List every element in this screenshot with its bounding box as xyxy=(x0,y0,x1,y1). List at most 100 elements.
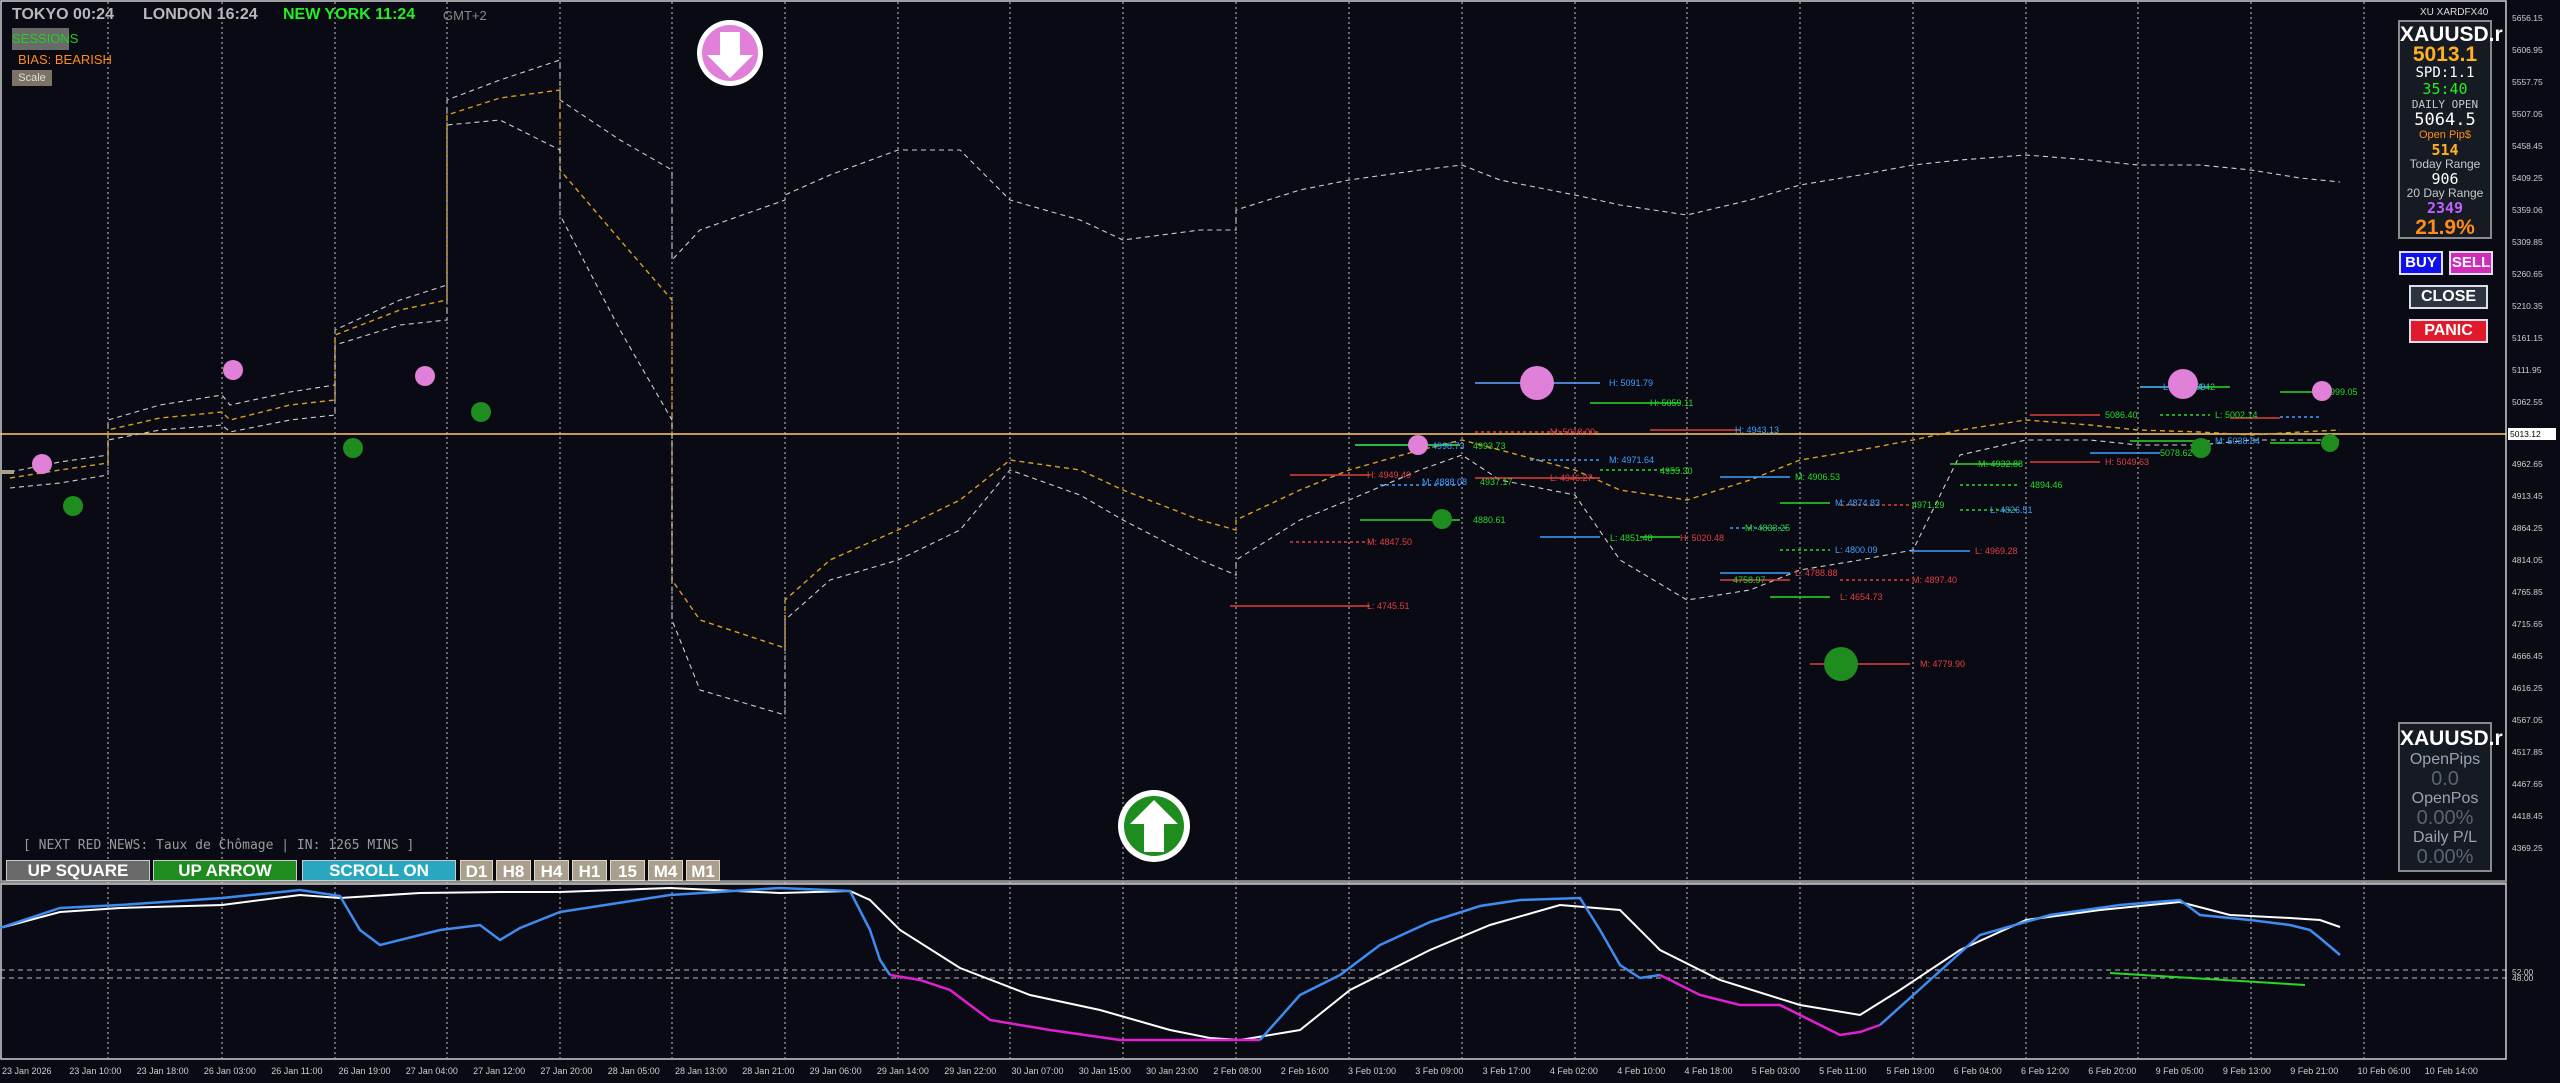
time-axis-label: 27 Jan 20:00 xyxy=(540,1066,592,1076)
tf-m4-button[interactable]: M4 xyxy=(648,860,683,881)
time-axis-label: 10 Feb 06:00 xyxy=(2358,1066,2411,1076)
time-axis-label: 26 Jan 11:00 xyxy=(271,1066,322,1076)
panel-symbol: XAUUSD.r xyxy=(2400,23,2503,46)
time-axis-label: 30 Jan 07:00 xyxy=(1012,1066,1064,1076)
price-axis-label: 4666.45 xyxy=(2512,651,2543,661)
lower-band xyxy=(9,119,2340,716)
time-axis-label: 27 Jan 12:00 xyxy=(473,1066,525,1076)
today-range-label: Today Range xyxy=(2409,157,2481,171)
up-arrow-glyph xyxy=(1130,800,1178,852)
time-axis-label: 26 Jan 03:00 xyxy=(204,1066,256,1076)
daily-pl-title: Daily P/L xyxy=(2412,829,2478,846)
price-axis-label: 4517.85 xyxy=(2512,747,2543,757)
panel-price: 5013.1 xyxy=(2412,43,2478,66)
price-axis-label: 4814.05 xyxy=(2512,555,2543,565)
time-axis-label: 23 Jan 18:00 xyxy=(137,1066,189,1076)
bullish-signal-dot xyxy=(63,496,83,516)
time-axis-label: 4 Feb 02:00 xyxy=(1550,1066,1598,1076)
time-axis-label: 3 Feb 01:00 xyxy=(1348,1066,1396,1076)
sell-button[interactable]: SELL xyxy=(2449,251,2493,275)
tf-h1-button[interactable]: H1 xyxy=(572,860,607,881)
scroll-on-button[interactable]: SCROLL ON xyxy=(302,860,456,881)
range20-value: 2349 xyxy=(2426,199,2464,217)
level-label: 4894.46 xyxy=(2030,480,2063,490)
tf-d1-button[interactable]: D1 xyxy=(460,860,493,881)
level-label: H: 4949.49 xyxy=(1367,470,1411,480)
level-label: L: 4969.28 xyxy=(1975,546,2018,556)
level-label: 4758.97 xyxy=(1733,575,1766,585)
level-label: 4955.30 xyxy=(1660,466,1693,476)
scale-button[interactable]: Scale xyxy=(12,70,52,86)
level-label: L: 4946.27 xyxy=(1550,473,1593,483)
time-axis-label: 10 Feb 14:00 xyxy=(2425,1066,2478,1076)
time-axis-label: 6 Feb 04:00 xyxy=(1954,1066,2002,1076)
time-axis-label: 3 Feb 17:00 xyxy=(1483,1066,1531,1076)
time-axis-label: 29 Jan 14:00 xyxy=(877,1066,929,1076)
open-pips-label: Open Pip$ xyxy=(2419,129,2471,141)
time-axis-label: 9 Feb 21:00 xyxy=(2290,1066,2338,1076)
bearish-signal-dot xyxy=(223,360,243,380)
time-axis-label: 29 Jan 06:00 xyxy=(810,1066,862,1076)
price-axis-label: 5507.05 xyxy=(2512,109,2543,119)
tf-m15-button[interactable]: 15 xyxy=(610,860,645,881)
tokyo-session-label: TOKYO 00:24 xyxy=(12,6,114,23)
current-price-label: 5013.12 xyxy=(2510,429,2541,439)
gmt-offset-label: GMT+2 xyxy=(443,8,487,23)
start-marker xyxy=(0,470,14,474)
current-price-tag xyxy=(2508,428,2556,440)
price-axis-label: 4864.25 xyxy=(2512,523,2543,533)
price-axis-label: 4962.65 xyxy=(2512,459,2543,469)
buy-button[interactable]: BUY xyxy=(2399,251,2443,275)
price-axis-label: 5606.95 xyxy=(2512,45,2543,55)
price-axis-label: 5458.45 xyxy=(2512,141,2543,151)
time-axis-label: 30 Jan 23:00 xyxy=(1146,1066,1198,1076)
level-label: M: 4906.53 xyxy=(1795,472,1840,482)
price-axis-label: 5309.85 xyxy=(2512,237,2543,247)
range20-label: 20 Day Range xyxy=(2406,186,2484,200)
bullish-signal-dot xyxy=(2321,434,2339,452)
price-axis-label: 5656.15 xyxy=(2512,13,2543,23)
tf-h4-button[interactable]: H4 xyxy=(534,860,569,881)
down-arrow-icon xyxy=(697,20,763,86)
level-label: M: 4847.50 xyxy=(1367,537,1412,547)
upper-band xyxy=(9,59,2341,473)
level-label: L: 5002.14 xyxy=(2215,410,2258,420)
range-percent: 21.9% xyxy=(2415,216,2475,239)
price-axis-label: 4567.05 xyxy=(2512,715,2543,725)
up-arrow-button[interactable]: UP ARROW xyxy=(153,860,297,881)
price-axis-label: 4616.25 xyxy=(2512,683,2543,693)
time-axis-label: 9 Feb 13:00 xyxy=(2223,1066,2271,1076)
daily-open-value: 5064.5 xyxy=(2414,110,2476,130)
level-label: M: 4971.64 xyxy=(1609,455,1654,465)
time-axis-label: 5 Feb 19:00 xyxy=(1886,1066,1934,1076)
open-pos-amount: 0.00% xyxy=(2416,807,2474,829)
sessions-button[interactable]: SESSIONS xyxy=(12,28,78,50)
time-axis-label: 28 Jan 21:00 xyxy=(742,1066,794,1076)
level-label: L: 4654.73 xyxy=(1840,592,1883,602)
price-axis-label: 4765.85 xyxy=(2512,587,2543,597)
level-label: H: 4943.13 xyxy=(1735,425,1779,435)
panel-spread: SPD:1.1 xyxy=(2415,65,2475,81)
bullish-signal-dot xyxy=(471,402,491,422)
price-axis-label: 5062.55 xyxy=(2512,397,2543,407)
tf-m1-button[interactable]: M1 xyxy=(686,860,720,881)
close-button[interactable]: CLOSE xyxy=(2409,285,2488,309)
time-axis-label: 3 Feb 09:00 xyxy=(1415,1066,1463,1076)
level-label: M: 4888.08 xyxy=(1422,477,1467,487)
daily-open-label: DAILY OPEN xyxy=(2411,98,2479,111)
level-label: M: 4932.88 xyxy=(1978,459,2023,469)
newyork-session-label: NEW YORK 11:24 xyxy=(283,6,416,23)
level-label: L: 4800.09 xyxy=(1835,545,1878,555)
news-line: [ NEXT RED NEWS: Taux de Chômage | IN: 1… xyxy=(23,838,415,853)
level-label: H: 5049.63 xyxy=(2105,457,2149,467)
time-axis-label: 4 Feb 10:00 xyxy=(1617,1066,1665,1076)
up-square-button[interactable]: UP SQUARE xyxy=(6,860,150,881)
bearish-signal-dot xyxy=(2312,381,2332,401)
oscillator-main-line-oversold xyxy=(1659,973,1881,1037)
pips-panel-symbol: XAUUSD.r xyxy=(2400,727,2503,750)
tf-h8-button[interactable]: H8 xyxy=(496,860,531,881)
price-axis-label: 5359.06 xyxy=(2512,205,2543,215)
price-axis-label: 4913.45 xyxy=(2512,491,2543,501)
panic-button[interactable]: PANIC xyxy=(2409,319,2488,343)
